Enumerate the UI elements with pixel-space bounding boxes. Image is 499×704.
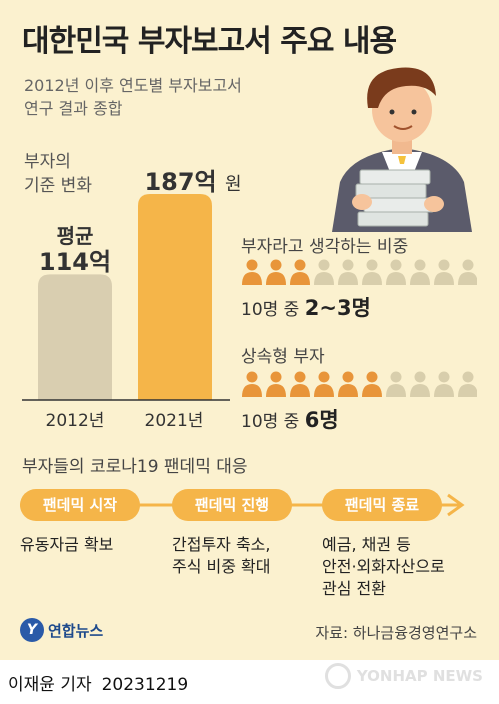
watermark-logo-icon	[324, 663, 351, 689]
rich-person-icon	[242, 259, 262, 285]
x-tick-2021: 2021년	[144, 411, 204, 431]
rich-person-icon	[314, 259, 334, 285]
phase-ongoing: 팬데믹 진행	[172, 489, 292, 521]
phase-end-desc: 예금, 채권 등 안전·외화자산으로 관심 전환	[322, 535, 445, 598]
inherit-person-icon	[458, 371, 478, 397]
stat-title-rich: 부자라고 생각하는 비중	[241, 237, 409, 257]
pictogram-inherit	[241, 370, 478, 402]
data-label-2021: 187억 원	[144, 168, 242, 196]
rich-person-icon	[338, 259, 358, 285]
x-tick-2012: 2012년	[45, 411, 105, 431]
stat-value-rich: 10명 중 2~3명	[241, 296, 371, 320]
stat-title-inherit: 상속형 부자	[241, 347, 325, 367]
phase-ongoing-desc: 간접투자 축소, 주식 비중 확대	[172, 535, 271, 576]
rich-person-icon	[266, 259, 286, 285]
inherit-person-icon	[266, 371, 286, 397]
inherit-person-icon	[242, 371, 262, 397]
smile	[393, 125, 413, 130]
value-rich: 2~3명	[304, 296, 371, 320]
rich-person-icon	[386, 259, 406, 285]
chart-title-line-1: 부자의	[24, 152, 71, 172]
watermark: YONHAP NEWS	[324, 663, 483, 689]
won-unit: 원	[224, 174, 242, 195]
inherit-person-icon	[314, 371, 334, 397]
eye-left	[389, 109, 395, 115]
inherit-person-icon	[338, 371, 358, 397]
source-text: 자료: 하나금융경영연구소	[315, 624, 477, 642]
phase-start-desc: 유동자금 확보	[20, 535, 114, 554]
eye-right	[411, 109, 417, 115]
hand-left	[352, 194, 372, 210]
money-stack-icon	[355, 169, 435, 227]
byline-date: 20231219	[101, 675, 189, 695]
businessman-illustration	[332, 67, 472, 232]
bar-chart	[22, 194, 230, 401]
subtitle-line-1: 2012년 이후 연도별 부자보고서	[24, 76, 242, 95]
tie-icon	[398, 156, 406, 164]
yonhap-logo-icon: Y	[20, 618, 44, 642]
phase-start: 팬데믹 시작	[20, 489, 140, 521]
hand-right	[424, 196, 444, 212]
inherit-person-icon	[434, 371, 454, 397]
hair	[367, 67, 436, 108]
rich-person-icon	[458, 259, 478, 285]
subtitle-line-2: 연구 결과 종합	[24, 99, 123, 118]
pictogram-rich	[241, 258, 478, 290]
rich-person-icon	[362, 259, 382, 285]
rich-person-icon	[434, 259, 454, 285]
inherit-person-icon	[386, 371, 406, 397]
reporter-name: 이재윤 기자	[8, 675, 92, 695]
byline: 이재윤 기자 20231219	[8, 670, 188, 695]
yonhap-logo: Y 연합뉴스	[20, 618, 103, 642]
rich-person-icon	[290, 259, 310, 285]
value-inherit: 6명	[304, 408, 339, 432]
inherit-person-icon	[410, 371, 430, 397]
head	[372, 78, 432, 142]
inherit-person-icon	[362, 371, 382, 397]
avg-label: 평균	[56, 224, 94, 248]
chart-title-line-2: 기준 변화	[24, 176, 92, 196]
data-label-2012: 114억	[38, 248, 112, 276]
stat-value-inherit: 10명 중 6명	[241, 408, 339, 432]
rich-person-icon	[410, 259, 430, 285]
page-title: 대한민국 부자보고서 주요 내용	[22, 24, 397, 59]
phase-end: 팬데믹 종료	[322, 489, 442, 521]
bar-2021년	[138, 194, 212, 400]
pandemic-title: 부자들의 코로나19 팬데믹 대응	[22, 457, 248, 477]
infographic-panel: 대한민국 부자보고서 주요 내용 2012년 이후 연도별 부자보고서 연구 결…	[0, 0, 499, 660]
bar-2012년	[38, 274, 112, 400]
inherit-person-icon	[290, 371, 310, 397]
